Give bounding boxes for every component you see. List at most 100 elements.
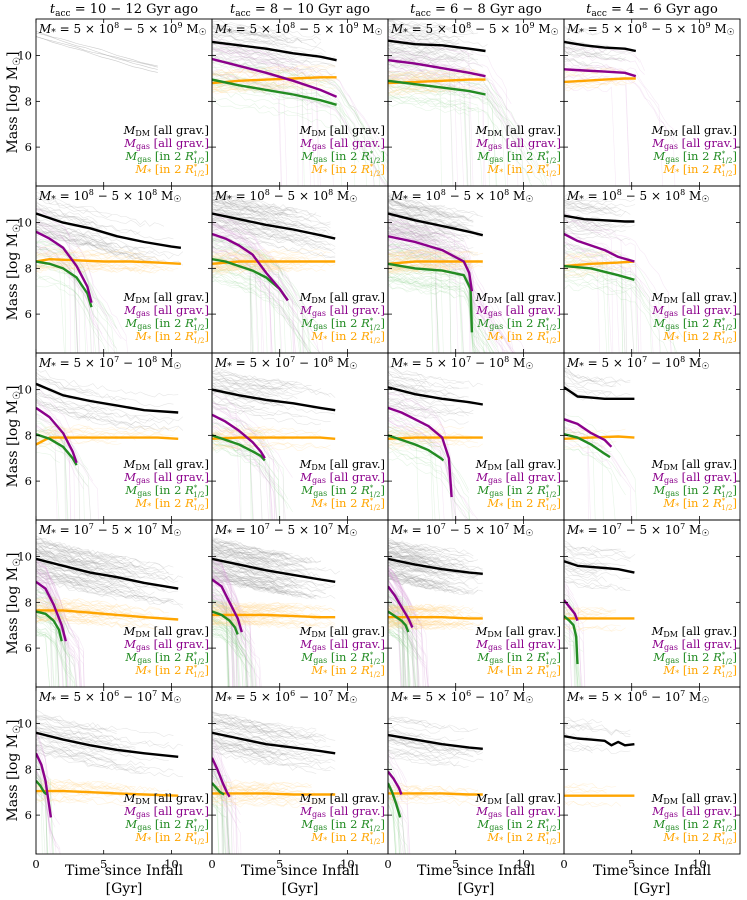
faint-track xyxy=(36,631,51,637)
faint-track xyxy=(388,54,483,68)
faint-track xyxy=(36,201,94,223)
legend-entry: M* [in 2 R* 1/2] xyxy=(486,830,561,846)
panel-title: M* = 5 × 108 − 5 × 109 M☉ xyxy=(38,21,207,38)
x-axis-label: Time since Infall xyxy=(241,863,360,879)
faint-track xyxy=(212,719,326,744)
faint-track xyxy=(212,621,274,629)
faint-track xyxy=(212,768,230,854)
faint-track xyxy=(36,399,117,423)
faint-track xyxy=(388,220,514,353)
faint-track xyxy=(212,633,229,687)
faint-track xyxy=(212,565,253,687)
faint-track xyxy=(388,75,507,127)
faint-track xyxy=(388,609,455,616)
faint-track xyxy=(36,570,64,687)
faint-track xyxy=(388,595,429,687)
faint-track xyxy=(36,562,60,602)
faint-track xyxy=(564,256,612,266)
faint-track xyxy=(564,540,621,552)
median-line-dm xyxy=(212,40,337,62)
faint-track xyxy=(212,39,388,157)
faint-track xyxy=(388,608,465,615)
legend-entry: MDM [all grav.] xyxy=(651,457,737,472)
faint-track xyxy=(36,248,103,335)
faint-track xyxy=(212,737,303,757)
faint-track xyxy=(212,255,274,262)
faint-track xyxy=(36,378,127,401)
faint-track xyxy=(388,552,427,564)
faint-track xyxy=(564,237,612,353)
faint-track xyxy=(388,735,460,751)
faint-track xyxy=(212,621,256,687)
faint-track xyxy=(36,547,89,566)
median-line-gas-inner xyxy=(212,78,337,106)
faint-track xyxy=(388,24,446,34)
faint-track xyxy=(212,544,288,565)
faint-track xyxy=(388,223,464,242)
faint-track xyxy=(36,569,117,588)
faint-track xyxy=(212,191,298,210)
faint-track xyxy=(388,276,450,288)
faint-track xyxy=(212,63,288,88)
faint-track xyxy=(36,542,89,555)
faint-track xyxy=(564,253,598,258)
faint-track xyxy=(388,606,436,612)
faint-track xyxy=(212,394,293,478)
faint-track xyxy=(36,616,89,624)
faint-track xyxy=(36,595,51,614)
faint-track xyxy=(36,559,56,585)
faint-track xyxy=(212,546,265,558)
faint-track xyxy=(212,208,298,226)
faint-track xyxy=(212,246,308,346)
faint-track xyxy=(212,595,229,687)
faint-track xyxy=(212,787,270,793)
faint-track xyxy=(36,565,117,583)
faint-track xyxy=(388,226,472,353)
faint-track xyxy=(212,769,225,854)
faint-track xyxy=(36,225,141,257)
x-tick-label: 5 xyxy=(100,857,107,871)
faint-track xyxy=(212,20,322,38)
faint-track xyxy=(564,634,579,687)
faint-track xyxy=(388,569,405,687)
faint-track xyxy=(388,428,445,435)
faint-track xyxy=(212,741,229,854)
faint-track xyxy=(212,223,289,292)
panel-r2-c3: M* = 5 × 107 − 108 M☉MDM [all grav.]Mgas… xyxy=(563,352,741,521)
median-line-stars xyxy=(388,436,483,440)
faint-track xyxy=(564,726,593,732)
faint-track xyxy=(388,574,403,600)
faint-track xyxy=(388,421,453,520)
faint-track xyxy=(564,217,598,227)
faint-track xyxy=(36,222,78,353)
faint-track xyxy=(36,251,101,353)
faint-track xyxy=(36,729,51,854)
faint-track xyxy=(388,754,450,766)
faint-track xyxy=(388,571,450,586)
faint-track xyxy=(388,226,441,242)
panel-r4-c1: 0 5 10M* = 5 × 106 − 107 M☉MDM [all grav.]… xyxy=(208,686,389,871)
y-tick-label: 6 xyxy=(25,474,32,488)
median-line-gas-all xyxy=(564,232,635,263)
faint-track xyxy=(36,252,81,353)
faint-track xyxy=(212,85,265,94)
faint-track xyxy=(212,738,284,756)
faint-track xyxy=(212,540,317,562)
faint-track xyxy=(388,382,426,391)
faint-track xyxy=(36,242,117,330)
faint-track xyxy=(212,717,293,737)
faint-track xyxy=(564,427,636,493)
faint-track xyxy=(212,739,265,756)
faint-track xyxy=(212,33,288,48)
faint-track xyxy=(564,280,635,353)
faint-track xyxy=(564,38,612,50)
faint-track xyxy=(36,374,174,407)
faint-track xyxy=(564,783,617,790)
faint-track xyxy=(212,591,227,603)
faint-track xyxy=(564,631,575,687)
faint-track xyxy=(212,223,293,242)
faint-track xyxy=(212,599,227,611)
median-line-stars xyxy=(36,258,181,265)
faint-track xyxy=(388,415,458,520)
faint-track xyxy=(564,613,602,618)
